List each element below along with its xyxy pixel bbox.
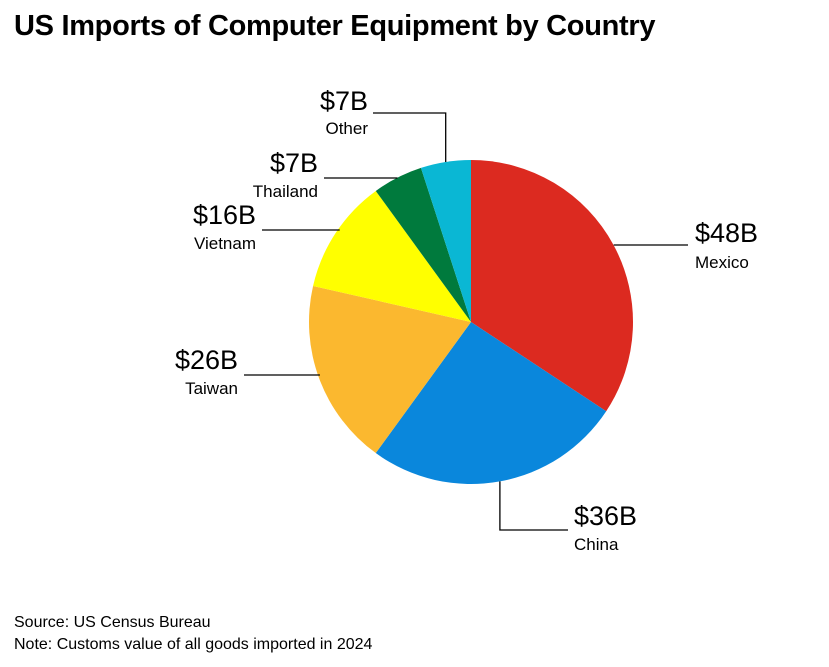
pie-slice-mexico <box>471 160 634 412</box>
pie-slice-china <box>375 322 607 484</box>
footer: Source: US Census Bureau Note: Customs v… <box>14 612 372 656</box>
category-label-other: Other <box>325 119 368 138</box>
leader-line-other <box>373 112 447 162</box>
category-label-mexico: Mexico <box>695 253 749 272</box>
value-label-mexico: $48B <box>695 218 758 248</box>
pie-slice-other <box>420 160 471 322</box>
category-label-thailand: Thailand <box>253 182 318 201</box>
leader-lines <box>244 112 688 531</box>
value-label-taiwan: $26B <box>175 345 238 375</box>
category-label-vietnam: Vietnam <box>194 234 256 253</box>
value-label-vietnam: $16B <box>193 200 256 230</box>
pie-slice-thailand <box>375 167 471 322</box>
value-label-thailand: $7B <box>270 148 318 178</box>
slice-labels: $48B Mexico $36B China $26B Taiwan $16B Vietnam… <box>175 86 758 554</box>
source-note: Source: US Census Bureau <box>14 614 211 631</box>
category-label-china: China <box>574 535 619 554</box>
chart-title: US Imports of Computer Equipment by Coun… <box>14 10 656 42</box>
leader-line-china <box>499 481 568 531</box>
pie-slices <box>308 160 634 484</box>
pie-slice-taiwan <box>308 285 471 454</box>
value-label-other: $7B <box>320 86 368 116</box>
value-label-china: $36B <box>574 501 637 531</box>
category-label-taiwan: Taiwan <box>185 379 238 398</box>
footnote: Note: Customs value of all goods importe… <box>14 636 373 653</box>
pie-slice-vietnam <box>313 190 471 322</box>
